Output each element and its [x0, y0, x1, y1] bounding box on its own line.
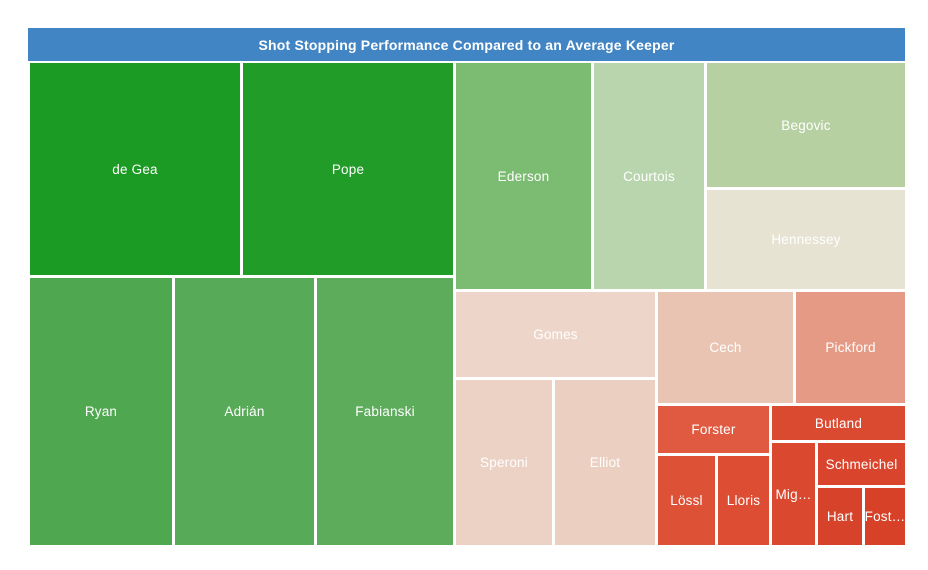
- treemap-cell-label: Fost…: [865, 509, 905, 524]
- treemap-cell-de-gea[interactable]: de Gea: [30, 63, 240, 275]
- treemap-cell-lloris[interactable]: Lloris: [718, 456, 769, 545]
- treemap-cell-speroni[interactable]: Speroni: [456, 380, 552, 545]
- treemap-cell-mig[interactable]: Mig…: [772, 443, 815, 545]
- treemap-cell-ederson[interactable]: Ederson: [456, 63, 591, 289]
- treemap-cell-label: Gomes: [533, 327, 578, 342]
- treemap-cell-label: Pope: [331, 161, 365, 177]
- treemap-cell-label: Begovic: [781, 117, 831, 133]
- treemap-cell-label: Lloris: [726, 493, 761, 508]
- treemap-cell-butland[interactable]: Butland: [772, 406, 905, 440]
- treemap-cell-label: Schmeichel: [825, 456, 898, 472]
- treemap-cell-label: Ederson: [497, 168, 550, 184]
- treemap-cell-label: Hennessey: [771, 232, 841, 247]
- treemap-cell-label: Lössl: [670, 493, 703, 508]
- treemap-cell-elliot[interactable]: Elliot: [555, 380, 655, 545]
- treemap-cell-courtois[interactable]: Courtois: [594, 63, 704, 289]
- treemap-cell-label: Cech: [709, 340, 742, 355]
- treemap-cell-cech[interactable]: Cech: [658, 292, 793, 403]
- treemap-cell-label: de Gea: [112, 161, 158, 177]
- treemap-cell-hart[interactable]: Hart: [818, 488, 862, 545]
- treemap-cell-ryan[interactable]: Ryan: [30, 278, 172, 545]
- treemap-cell-label: Mig…: [775, 486, 812, 502]
- treemap-cell-fabianski[interactable]: Fabianski: [317, 278, 453, 545]
- treemap-cell-adrian[interactable]: Adrián: [175, 278, 314, 545]
- treemap-cell-label: Ryan: [84, 404, 118, 419]
- treemap-cell-hennessey[interactable]: Hennessey: [707, 190, 905, 289]
- treemap-cell-gomes[interactable]: Gomes: [456, 292, 655, 377]
- treemap-cell-label: Speroni: [480, 455, 528, 470]
- treemap-cell-label: Adrián: [224, 404, 265, 419]
- treemap-cell-label: Fabianski: [355, 404, 415, 419]
- treemap-cell-fost[interactable]: Fost…: [865, 488, 905, 545]
- treemap-cell-forster[interactable]: Forster: [658, 406, 769, 453]
- treemap-cell-begovic[interactable]: Begovic: [707, 63, 905, 187]
- treemap-cell-pope[interactable]: Pope: [243, 63, 453, 275]
- chart-title: Shot Stopping Performance Compared to an…: [258, 36, 675, 53]
- treemap-cell-label: Elliot: [589, 455, 621, 470]
- treemap-cell-label: Pickford: [825, 340, 876, 355]
- treemap-cell-schmeichel[interactable]: Schmeichel: [818, 443, 905, 485]
- treemap-cell-lossl[interactable]: Lössl: [658, 456, 715, 545]
- chart-title-bar: Shot Stopping Performance Compared to an…: [28, 28, 905, 61]
- treemap-cell-label: Butland: [814, 415, 863, 431]
- treemap-cell-label: Courtois: [623, 168, 675, 184]
- treemap-cell-label: Forster: [691, 422, 736, 437]
- treemap-cell-pickford[interactable]: Pickford: [796, 292, 905, 403]
- treemap-cell-label: Hart: [826, 509, 854, 524]
